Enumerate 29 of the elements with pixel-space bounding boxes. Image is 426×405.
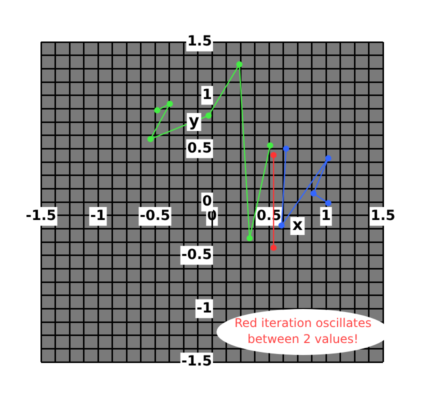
point [325, 155, 332, 162]
x-tick-label: 1 [321, 208, 331, 224]
y-tick-label: 0 [202, 194, 212, 210]
y-tick-label: 1.5 [187, 34, 212, 50]
point [154, 107, 160, 114]
annotation: Red iteration oscillates between 2 values! [234, 316, 372, 346]
x-axis-title: x [292, 215, 304, 234]
point [283, 146, 290, 152]
y-tick-label: -1 [196, 300, 212, 316]
y-tick-label: 1 [202, 86, 212, 103]
point [236, 61, 242, 68]
point [278, 222, 285, 229]
point [246, 235, 253, 242]
x-tick-label: 1.5 [370, 208, 396, 224]
y-tick-label: -1.5 [181, 354, 212, 370]
x-tick-label: -1.5 [26, 208, 56, 224]
point [270, 152, 277, 158]
y-tick-label: -0.5 [181, 246, 212, 263]
point [270, 244, 277, 251]
point [205, 112, 212, 119]
y-axis-title: y [188, 111, 200, 130]
point [267, 142, 274, 149]
point [147, 136, 154, 142]
x-tick-label: -0.5 [140, 208, 170, 224]
point [166, 100, 173, 107]
x-tick-label: -1 [90, 208, 106, 224]
y-tick-label: 0.5 [187, 140, 212, 156]
point [310, 190, 317, 197]
point [325, 200, 332, 206]
